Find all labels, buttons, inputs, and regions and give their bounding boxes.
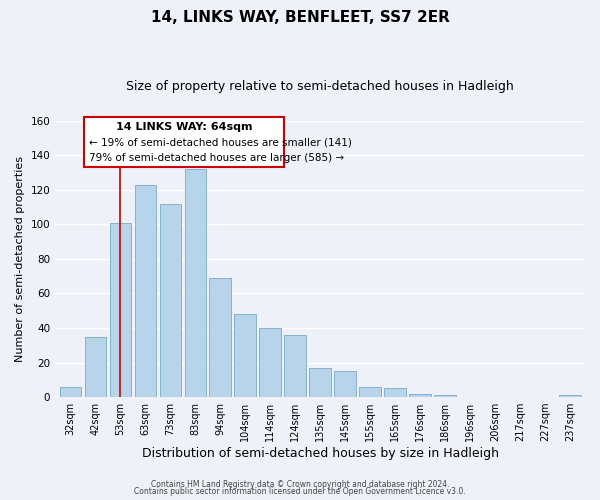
Bar: [284, 335, 306, 397]
X-axis label: Distribution of semi-detached houses by size in Hadleigh: Distribution of semi-detached houses by …: [142, 447, 499, 460]
Bar: [334, 371, 356, 397]
Bar: [409, 394, 431, 397]
Text: Contains public sector information licensed under the Open Government Licence v3: Contains public sector information licen…: [134, 487, 466, 496]
Text: 79% of semi-detached houses are larger (585) →: 79% of semi-detached houses are larger (…: [89, 154, 344, 164]
Bar: [259, 328, 281, 397]
Bar: [160, 204, 181, 397]
Bar: [434, 396, 455, 397]
Title: Size of property relative to semi-detached houses in Hadleigh: Size of property relative to semi-detach…: [126, 80, 514, 93]
Bar: [85, 336, 106, 397]
Bar: [359, 386, 380, 397]
Text: ← 19% of semi-detached houses are smaller (141): ← 19% of semi-detached houses are smalle…: [89, 138, 352, 148]
Text: 14 LINKS WAY: 64sqm: 14 LINKS WAY: 64sqm: [116, 122, 252, 132]
Text: Contains HM Land Registry data © Crown copyright and database right 2024.: Contains HM Land Registry data © Crown c…: [151, 480, 449, 489]
Bar: [310, 368, 331, 397]
Bar: [110, 222, 131, 397]
Y-axis label: Number of semi-detached properties: Number of semi-detached properties: [15, 156, 25, 362]
Bar: [235, 314, 256, 397]
Bar: [559, 396, 581, 397]
Bar: [59, 386, 81, 397]
Bar: [209, 278, 231, 397]
FancyBboxPatch shape: [84, 117, 284, 167]
Bar: [185, 169, 206, 397]
Text: 14, LINKS WAY, BENFLEET, SS7 2ER: 14, LINKS WAY, BENFLEET, SS7 2ER: [151, 10, 449, 25]
Bar: [134, 184, 156, 397]
Bar: [385, 388, 406, 397]
